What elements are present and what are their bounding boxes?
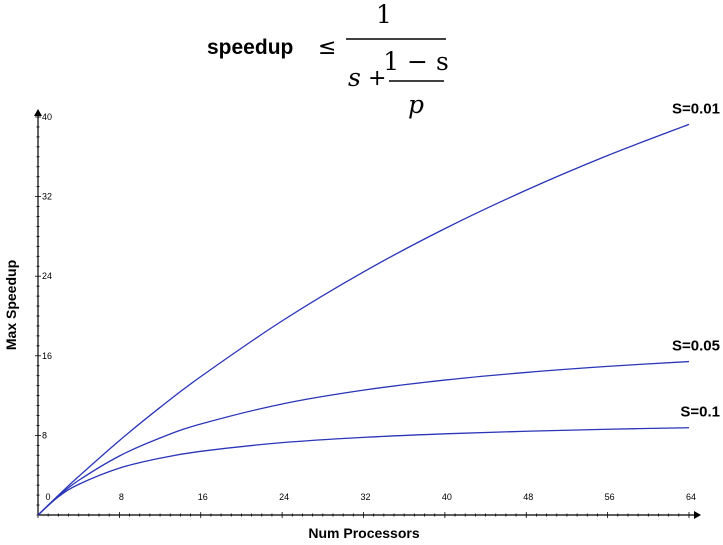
y-tick-label: 32 bbox=[42, 192, 52, 202]
y-tick-label: 16 bbox=[42, 351, 52, 361]
x-tick-label: 48 bbox=[523, 492, 533, 502]
series-line-2 bbox=[37, 427, 690, 516]
tick-labels: 0 8 16 24 32 40 48 56 64 8 16 24 32 40 bbox=[42, 112, 696, 502]
x-tick-label: 40 bbox=[442, 492, 452, 502]
series-line-0 bbox=[37, 123, 690, 516]
y-tick-label: 24 bbox=[42, 271, 52, 281]
formula-plus: + bbox=[368, 66, 386, 91]
series-line-1 bbox=[37, 360, 690, 516]
x-tick-label: 16 bbox=[198, 492, 208, 502]
x-tick-label: 0 bbox=[45, 492, 50, 502]
series-label-0: S=0.01 bbox=[672, 100, 720, 117]
series-labels: S=0.01 S=0.05 S=0.1 bbox=[672, 100, 720, 420]
x-tick-label: 64 bbox=[686, 492, 696, 502]
formula-numerator: 1 bbox=[376, 0, 392, 29]
ticks bbox=[35, 116, 690, 518]
formula-inner-numerator: 1 − s bbox=[383, 47, 449, 76]
series-label-1: S=0.05 bbox=[672, 338, 720, 355]
formula-s-term: s bbox=[348, 63, 361, 92]
formula-inner-denominator: p bbox=[408, 90, 424, 119]
y-axis-label: Max Speedup bbox=[3, 260, 19, 350]
y-tick-label: 40 bbox=[42, 112, 52, 122]
x-tick-label: 56 bbox=[605, 492, 615, 502]
formula: speedup ≤ 1 s + 1 − s p bbox=[207, 0, 449, 119]
series-lines bbox=[37, 123, 690, 516]
formula-lhs: speedup bbox=[207, 36, 293, 59]
x-axis-label: Num Processors bbox=[308, 525, 419, 541]
axes bbox=[34, 109, 701, 519]
formula-relation: ≤ bbox=[318, 35, 336, 60]
y-tick-label: 8 bbox=[42, 430, 47, 440]
x-tick-label: 24 bbox=[279, 492, 289, 502]
x-tick-label: 32 bbox=[360, 492, 370, 502]
x-tick-label: 8 bbox=[119, 492, 124, 502]
series-label-2: S=0.1 bbox=[680, 404, 720, 421]
